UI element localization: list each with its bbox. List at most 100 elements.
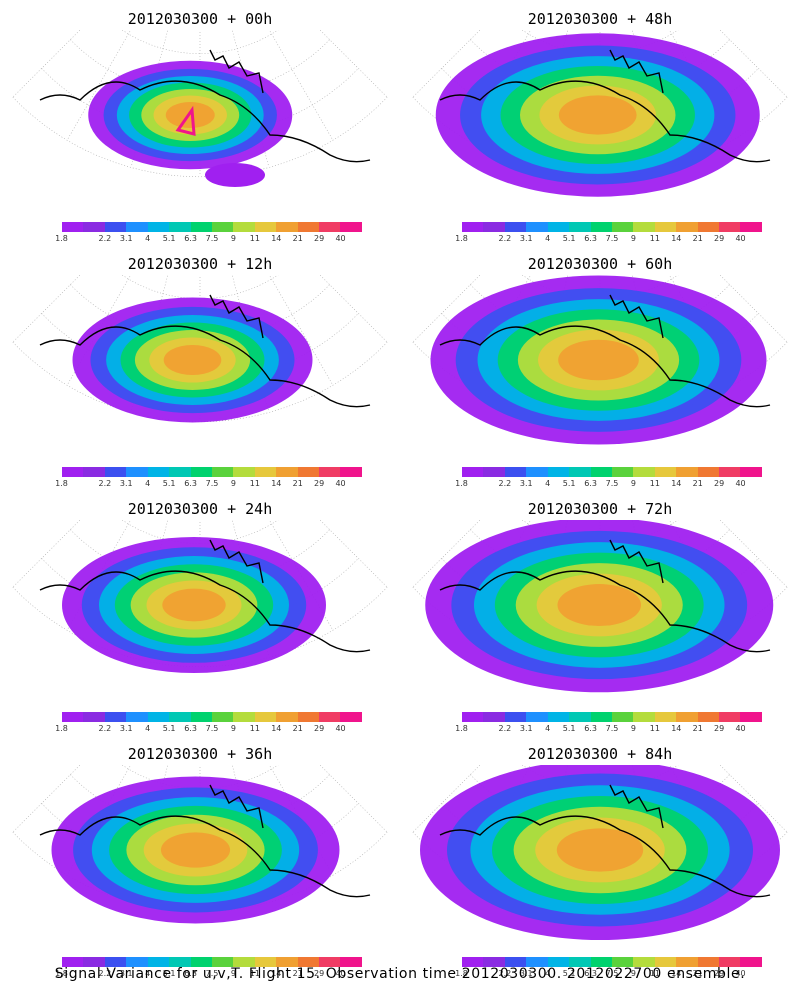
colorbar-swatch (104, 957, 127, 967)
colorbar-tick-label: 21 (292, 234, 303, 243)
colorbar-tick-label: 29 (314, 234, 325, 243)
colorbar-tick-label: 6.3 (184, 969, 197, 978)
colorbar-tick-label: 4 (145, 479, 151, 488)
colorbar-labels: 1.8 2.2 3.1 4 5.1 6.3 7.5 9 11 14 21 29 40 (455, 234, 762, 244)
coastline (209, 784, 264, 829)
colorbar-tick-label: 9 (230, 969, 236, 978)
colorbar-swatch (654, 467, 677, 477)
colorbar-tick-label: 5.1 (562, 234, 576, 243)
colorbar-tick-label: 4 (545, 724, 551, 733)
forecast-panel: 2012030300 + 72h 1.8 2.2 3.1 4 5.1 6.3 7.5 9 11 14… (400, 490, 800, 735)
colorbar-tick-label: 29 (314, 969, 325, 978)
colorbar-tick-label: 5.1 (562, 479, 576, 488)
colorbar-tick-label: 11 (649, 724, 660, 733)
variance-map (12, 765, 388, 924)
colorbar-tick-label: 6.3 (584, 234, 597, 243)
colorbar-tick-label: 3.1 (119, 724, 133, 733)
variance-map (12, 30, 388, 187)
colorbar-swatch (211, 467, 234, 477)
colorbar-swatch (126, 712, 148, 722)
variance-field (425, 520, 774, 693)
coastline (439, 815, 771, 898)
colorbar-tick-label: 4 (545, 234, 551, 243)
colorbar-tick-label: 3.1 (519, 969, 533, 978)
colorbar-swatch (276, 957, 298, 967)
colorbar-tick-label: 40 (735, 479, 746, 488)
colorbar-tick-label: 2.2 (498, 724, 512, 733)
colorbar-tick-label: 14 (271, 969, 282, 978)
colorbar-swatch (233, 467, 255, 477)
colorbar-swatch (719, 222, 741, 232)
colorbar-swatch (340, 222, 362, 232)
colorbar-tick-label: 2.2 (98, 234, 112, 243)
colorbar-tick-label: 4 (145, 234, 151, 243)
colorbar-tick-label: 11 (649, 479, 660, 488)
colorbar-tick-label: 14 (671, 234, 682, 243)
coastline (609, 294, 664, 339)
colorbar-tick-label: 6.3 (584, 479, 597, 488)
forecast-panel: 2012030300 + 48h 1.8 2.2 3.1 4 5.1 6.3 7.5 9 11 14… (400, 0, 800, 245)
colorbar-swatch (569, 467, 591, 477)
colorbar-tick-label: 7.5 (605, 724, 619, 733)
colorbar-swatch (147, 957, 170, 967)
colorbar-tick-label: 5.1 (162, 234, 176, 243)
colorbar-swatch (276, 467, 298, 477)
colorbar-swatch (740, 957, 762, 967)
variance-map (12, 275, 388, 423)
colorbar-swatch (83, 712, 105, 722)
colorbar-tick-label: 40 (335, 479, 346, 488)
panel-title: 2012030300 + 36h (127, 745, 273, 763)
colorbar-tick-label: 7.5 (205, 234, 219, 243)
panel-title: 2012030300 + 60h (527, 255, 673, 273)
colorbar-swatch (190, 712, 212, 722)
colorbar-tick-label: 11 (649, 969, 660, 978)
colorbar-swatch (547, 222, 570, 232)
colorbar-swatch (276, 222, 298, 232)
colorbar-swatch (190, 222, 212, 232)
colorbar-tick-label: 21 (292, 479, 303, 488)
colorbar-swatch (504, 712, 527, 722)
colorbar-swatch (211, 222, 234, 232)
colorbar-swatch (462, 467, 484, 477)
variance-field (62, 537, 326, 673)
colorbar-swatch (254, 467, 277, 477)
colorbar-swatch (126, 957, 148, 967)
colorbar-swatch (633, 222, 655, 232)
colorbar-swatch (740, 222, 762, 232)
variance-field (420, 765, 780, 940)
colorbar-swatch (83, 957, 105, 967)
colorbar-tick-label: 29 (314, 724, 325, 733)
colorbar-swatch (504, 957, 527, 967)
colorbar-tick-label: 21 (292, 969, 303, 978)
colorbar-tick-label: 11 (249, 724, 260, 733)
colorbar-swatch (211, 712, 234, 722)
colorbar-swatch (147, 222, 170, 232)
colorbar-swatch (676, 957, 698, 967)
colorbar-swatch (147, 712, 170, 722)
colorbar-swatch (633, 467, 655, 477)
coastline (209, 49, 264, 94)
colorbar-tick-label: 9 (630, 234, 636, 243)
colorbar-swatch (526, 712, 548, 722)
colorbar-labels: 1.8 2.2 3.1 4 5.1 6.3 7.5 9 11 14 21 29 40 (55, 234, 362, 244)
colorbar-swatch (633, 957, 655, 967)
colorbar-tick-label: 6.3 (184, 234, 197, 243)
colorbar-swatch (697, 222, 720, 232)
colorbar-tick-label: 6.3 (584, 724, 597, 733)
colorbar-tick-label: 7.5 (605, 234, 619, 243)
colorbar-swatch (169, 957, 191, 967)
colorbar-tick-label: 9 (630, 724, 636, 733)
colorbar-tick-label: 9 (230, 479, 236, 488)
colorbar-tick-label: 6.3 (584, 969, 597, 978)
colorbar-labels: 1.8 2.2 3.1 4 5.1 6.3 7.5 9 11 14 21 29 40 (455, 724, 762, 734)
colorbar-tick-label: 1.8 (55, 479, 68, 488)
colorbar (62, 222, 362, 232)
colorbar-swatch (547, 712, 570, 722)
colorbar-swatch (254, 712, 277, 722)
colorbar-tick-label: 11 (249, 234, 260, 243)
colorbar-tick-label: 4 (145, 969, 151, 978)
colorbar-tick-label: 40 (335, 969, 346, 978)
colorbar-tick-label: 11 (249, 969, 260, 978)
colorbar-tick-label: 5.1 (162, 724, 176, 733)
panel-title: 2012030300 + 48h (527, 10, 673, 28)
